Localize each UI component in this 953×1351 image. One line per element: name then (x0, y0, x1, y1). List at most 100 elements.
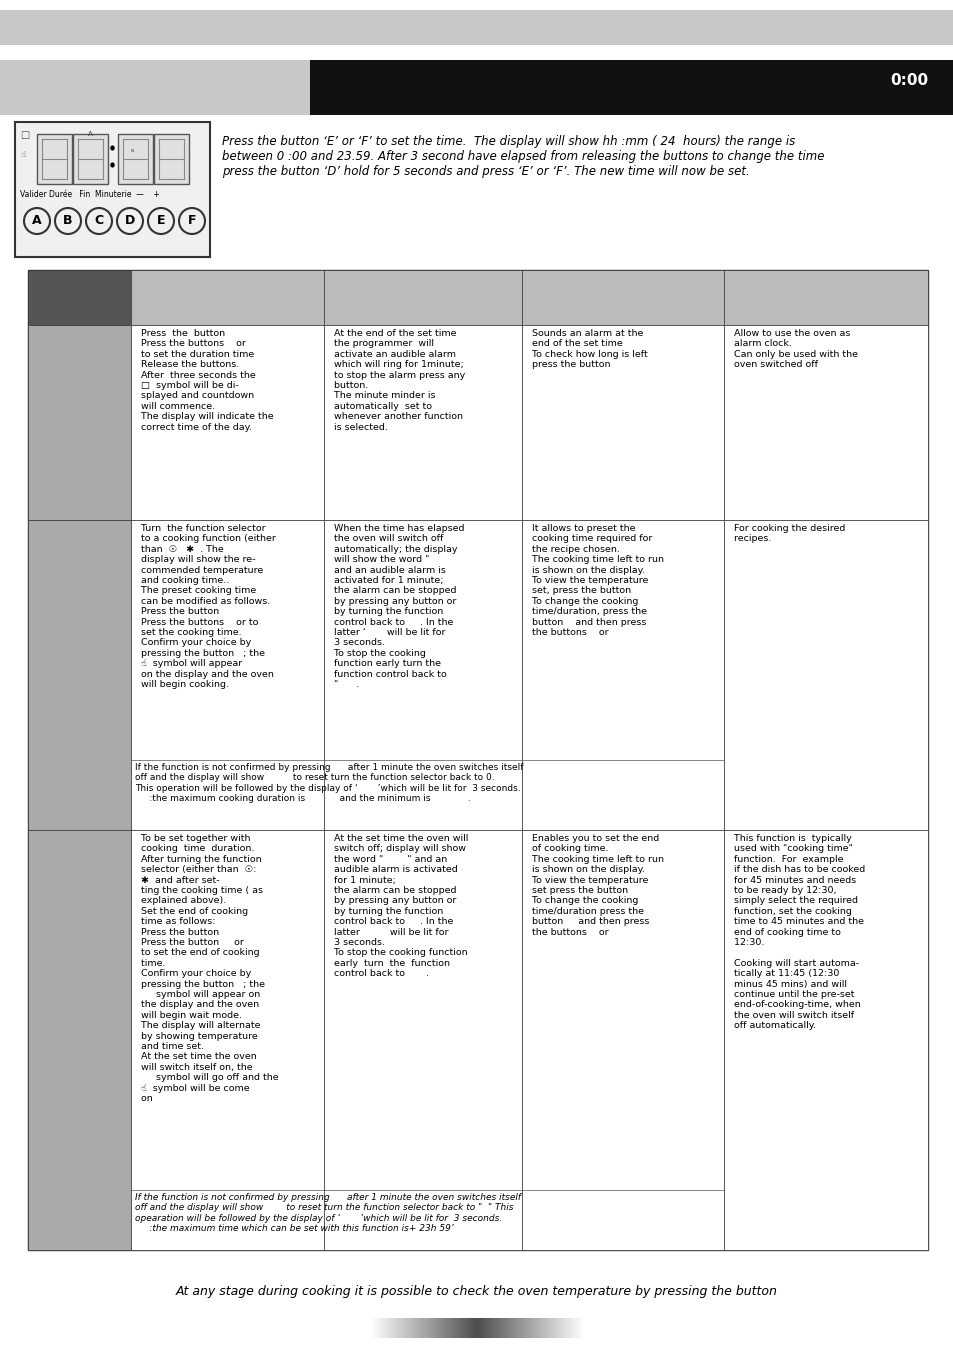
Bar (419, 1319, 420, 1337)
Bar (414, 1319, 415, 1337)
Bar (387, 1319, 388, 1337)
Text: A: A (88, 131, 92, 136)
Bar (488, 1319, 489, 1337)
Bar (403, 1319, 405, 1337)
Bar (374, 1319, 375, 1337)
Bar (457, 1319, 458, 1337)
Bar (432, 1319, 433, 1337)
Bar (28, 270, 131, 326)
Bar (522, 1319, 523, 1337)
Bar (475, 1319, 476, 1337)
Bar (499, 1319, 500, 1337)
Bar (451, 1319, 452, 1337)
Text: o: o (131, 149, 133, 153)
Bar (489, 1319, 490, 1337)
Bar (406, 1319, 407, 1337)
Bar (521, 270, 723, 326)
Bar (536, 1319, 537, 1337)
Bar (400, 1319, 401, 1337)
Bar (511, 1319, 512, 1337)
Bar (423, 1319, 424, 1337)
Bar (434, 1319, 435, 1337)
Bar (484, 1319, 485, 1337)
Bar (550, 1319, 551, 1337)
Bar (578, 1319, 579, 1337)
Bar (28, 830, 131, 1250)
Text: It allows to preset the
  cooking time required for
  the recipe chosen.
  The c: It allows to preset the cooking time req… (525, 524, 663, 638)
Bar (324, 520, 521, 830)
Bar (485, 1319, 486, 1337)
Bar (577, 1319, 578, 1337)
Text: B: B (63, 215, 72, 227)
Bar (579, 1319, 580, 1337)
Bar (494, 1319, 495, 1337)
Bar (324, 270, 521, 326)
Bar (411, 1319, 412, 1337)
Bar (450, 1319, 451, 1337)
Bar (381, 1319, 382, 1337)
Bar (527, 1319, 529, 1337)
Bar (454, 1319, 455, 1337)
Bar (385, 1319, 386, 1337)
Bar (420, 1319, 421, 1337)
Bar (458, 1319, 459, 1337)
Bar (429, 1319, 430, 1337)
Bar (523, 1319, 524, 1337)
Bar (415, 1319, 416, 1337)
Text: Enables you to set the end
  of cooking time.
  The cooking time left to run
  i: Enables you to set the end of cooking ti… (525, 834, 663, 936)
Bar (131, 270, 324, 326)
Bar (582, 1319, 583, 1337)
Bar (473, 1319, 474, 1337)
Bar (531, 1319, 532, 1337)
Bar (573, 1319, 574, 1337)
Bar (324, 830, 521, 1250)
Bar (554, 1319, 555, 1337)
Bar (506, 1319, 507, 1337)
Bar (567, 1319, 568, 1337)
Text: To be set together with
  cooking  time  duration.
  After turning the function
: To be set together with cooking time dur… (135, 834, 278, 1102)
Bar (565, 1319, 566, 1337)
Text: F: F (188, 215, 196, 227)
Bar (562, 1319, 563, 1337)
Bar (0, 9, 953, 45)
Bar (513, 1319, 514, 1337)
Bar (446, 1319, 447, 1337)
Bar (534, 1319, 535, 1337)
Text: Allow to use the oven as
  alarm clock.
  Can only be used with the
  oven switc: Allow to use the oven as alarm clock. Ca… (727, 330, 857, 369)
Bar (408, 1319, 409, 1337)
Bar (416, 1319, 417, 1337)
Text: E: E (156, 215, 165, 227)
Bar (574, 1319, 575, 1337)
Bar (555, 1319, 556, 1337)
Bar (453, 1319, 454, 1337)
Bar (440, 1319, 441, 1337)
Bar (401, 1319, 402, 1337)
Text: For cooking the desired
  recipes.: For cooking the desired recipes. (727, 524, 844, 543)
Bar (519, 1319, 520, 1337)
Bar (515, 1319, 516, 1337)
Text: Press  the  button
  Press the buttons    or
  to set the duration time
  Releas: Press the button Press the buttons or to… (135, 330, 274, 431)
Bar (521, 326, 723, 520)
Bar (438, 1319, 439, 1337)
Bar (723, 830, 927, 1250)
Bar (394, 1319, 395, 1337)
Bar (118, 134, 152, 184)
Text: This function is  typically
  used with "cooking time"
  function.  For  example: This function is typically used with "co… (727, 834, 864, 1031)
Bar (568, 1319, 569, 1337)
Bar (410, 1319, 411, 1337)
Bar (540, 1319, 541, 1337)
Bar (15, 122, 210, 257)
Bar (131, 326, 324, 520)
Bar (447, 1319, 448, 1337)
Bar (471, 1319, 472, 1337)
Bar (482, 1319, 483, 1337)
Bar (424, 1319, 426, 1337)
Bar (572, 1319, 573, 1337)
Bar (520, 1319, 521, 1337)
Bar (502, 1319, 503, 1337)
Bar (509, 1319, 510, 1337)
Bar (37, 134, 71, 184)
Bar (391, 1319, 392, 1337)
Bar (131, 830, 324, 1250)
Bar (543, 1319, 544, 1337)
